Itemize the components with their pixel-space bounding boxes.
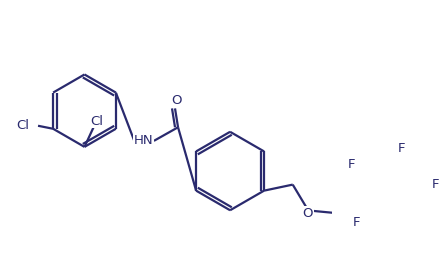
Text: F: F [348, 158, 356, 172]
Text: HN: HN [133, 134, 153, 147]
Text: O: O [171, 94, 182, 107]
Text: O: O [303, 207, 313, 220]
Text: F: F [398, 142, 405, 155]
Text: F: F [352, 216, 360, 229]
Text: F: F [432, 178, 439, 191]
Text: Cl: Cl [90, 115, 103, 128]
Text: Cl: Cl [16, 119, 29, 132]
